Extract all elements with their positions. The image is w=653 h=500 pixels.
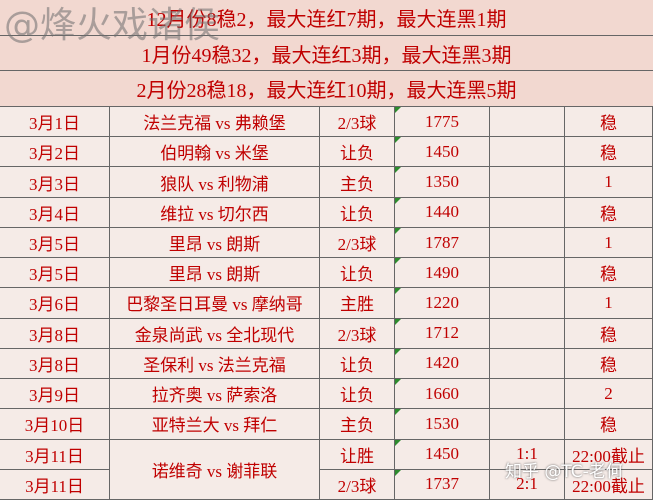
cell-odds: 1660 [395,379,490,410]
cell-score [490,379,565,410]
cell-result: 1 [565,288,653,319]
cell-score: 2:1 [490,469,565,500]
cell-match: 圣保利 vs 法兰克福 [110,348,320,380]
text-indicator [395,439,401,446]
cell-match: 金泉尚武 vs 全北现代 [110,318,320,349]
cell-bet: 让负 [320,137,395,168]
cell-bet: 让负 [320,197,395,228]
cell-odds: 1737 [395,469,490,500]
cell-date: 3月11日 [0,439,110,470]
cell-match: 巴黎圣日耳曼 vs 摩纳哥 [110,288,320,319]
text-indicator [395,318,401,325]
cell-result: 稳 [565,318,653,349]
cell-result: 22:00截止 [565,439,653,470]
cell-result: 稳 [565,258,653,289]
cell-odds: 1490 [395,258,490,289]
cell-bet: 让胜 [320,439,395,470]
cell-score [490,288,565,319]
cell-date: 3月8日 [0,348,110,380]
cell-match: 狼队 vs 利物浦 [110,167,320,198]
cell-date: 3月6日 [0,288,110,319]
cell-bet: 主胜 [320,288,395,319]
cell-match: 拉齐奥 vs 萨索洛 [110,379,320,410]
header-line: 2月份28稳18，最大连红10期，最大连黑5期 [0,71,653,107]
cell-odds: 1450 [395,137,490,168]
cell-bet: 让负 [320,258,395,289]
cell-result: 稳 [565,137,653,168]
cell-bet: 主负 [320,167,395,198]
cell-date: 3月10日 [0,409,110,440]
cell-odds: 1350 [395,167,490,198]
cell-score [490,348,565,380]
cell-bet: 主负 [320,409,395,440]
cell-match: 伯明翰 vs 米堡 [110,137,320,168]
cell-odds: 1787 [395,227,490,259]
cell-bet: 2/3球 [320,469,395,500]
cell-bet: 让负 [320,348,395,380]
cell-date: 3月2日 [0,137,110,168]
cell-odds: 1420 [395,348,490,380]
cell-result: 稳 [565,348,653,380]
cell-bet: 让负 [320,379,395,410]
cell-odds: 1440 [395,197,490,228]
cell-score [490,197,565,228]
text-indicator [395,227,401,234]
cell-date: 3月5日 [0,258,110,289]
cell-result: 稳 [565,107,653,138]
cell-date: 3月4日 [0,197,110,228]
text-indicator [395,167,401,174]
cell-odds: 1530 [395,409,490,440]
cell-bet: 2/3球 [320,227,395,259]
cell-date: 3月1日 [0,107,110,138]
cell-result: 1 [565,167,653,198]
cell-score [490,258,565,289]
header-line: 1月份49稳32，最大连红3期，最大连黑3期 [0,36,653,71]
cell-score [490,137,565,168]
cell-score [490,167,565,198]
text-indicator [395,348,401,355]
cell-match: 亚特兰大 vs 拜仁 [110,409,320,440]
cell-result: 2 [565,379,653,410]
cell-odds: 1712 [395,318,490,349]
cell-match: 里昂 vs 朗斯 [110,227,320,259]
cell-match: 法兰克福 vs 弗赖堡 [110,107,320,138]
cell-date: 3月9日 [0,379,110,410]
cell-result: 22:00截止 [565,469,653,500]
cell-match: 里昂 vs 朗斯 [110,258,320,289]
text-indicator [395,197,401,204]
text-indicator [395,288,401,295]
cell-result: 1 [565,227,653,259]
header-line: 12月份8稳2，最大连红7期，最大连黑1期 [0,0,653,36]
text-indicator [395,469,401,476]
cell-score [490,409,565,440]
cell-odds: 1220 [395,288,490,319]
text-indicator [395,107,401,113]
cell-odds: 1450 [395,439,490,470]
cell-result: 稳 [565,197,653,228]
text-indicator [395,379,401,386]
cell-match: 诺维奇 vs 谢菲联 [110,439,320,500]
cell-match: 维拉 vs 切尔西 [110,197,320,228]
cell-bet: 2/3球 [320,318,395,349]
cell-date: 3月3日 [0,167,110,198]
cell-date: 3月8日 [0,318,110,349]
cell-date: 3月11日 [0,469,110,500]
text-indicator [395,258,401,265]
cell-score [490,318,565,349]
cell-result: 稳 [565,409,653,440]
cell-date: 3月5日 [0,227,110,259]
cell-score [490,107,565,138]
cell-score: 1:1 [490,439,565,470]
text-indicator [395,409,401,416]
cell-bet: 2/3球 [320,107,395,138]
cell-score [490,227,565,259]
cell-odds: 1775 [395,107,490,138]
text-indicator [395,137,401,144]
